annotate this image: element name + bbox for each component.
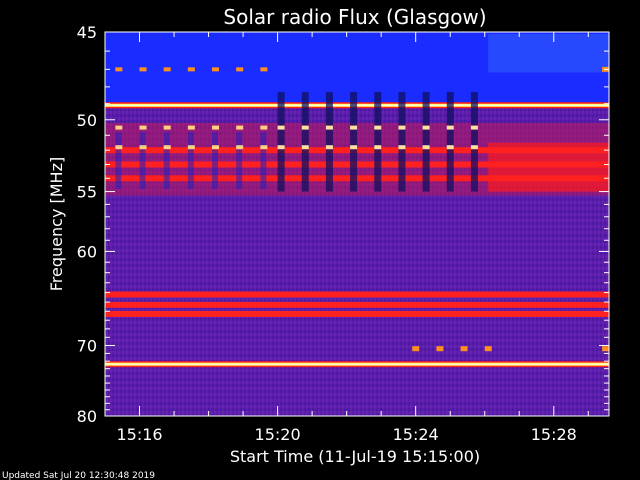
marker-mid-5-1 [398,145,406,150]
marker-early-2-2 [163,145,171,150]
marker-mid-8-1 [470,145,478,150]
y-tick-label-4: 70 [77,336,97,355]
band-peak-7 [105,363,609,365]
plot-area [105,32,610,416]
pulse-dark-8 [470,91,478,192]
marker-mid-7-1 [446,145,454,150]
marker-early-3-0 [187,67,195,72]
pulse-dark-2 [325,91,333,192]
marker-mid-2-1 [325,145,333,150]
band-5 [105,301,609,308]
updated-timestamp: Updated Sat Jul 20 12:30:48 2019 [2,471,155,480]
marker-mid-7-0 [446,125,454,130]
pulse-blue-1 [139,132,146,189]
marker-early-3-2 [187,145,195,150]
marker-mid-6-0 [422,125,430,130]
marker-early-4-1 [212,125,220,130]
interference-region-highlight [488,34,609,73]
y-tick-label-3: 60 [77,242,97,261]
y-tick-label-5: 80 [77,407,97,426]
y-axis: 45 50 55 60 70 80 [77,23,609,426]
marker-early-5-2 [236,145,244,150]
marker-mid-4-1 [374,145,382,150]
pulse-blue-5 [236,132,243,189]
x-tick-label-0: 15:16 [116,425,162,444]
pulse-dark-5 [398,91,406,192]
x-tick-label-1: 15:20 [255,425,301,444]
marker-early-4-0 [212,67,220,72]
chart-title: Solar radio Flux (Glasgow) [223,5,486,29]
marker-early-6-2 [260,145,268,150]
plot-frame [104,31,610,417]
marker-early-2-0 [163,67,171,72]
pulse-blue-6 [260,132,267,189]
pulse-dark-7 [446,91,454,192]
marker-early-0-0 [115,67,123,72]
y-tick-label-2: 55 [77,183,97,202]
marker-early-6-0 [260,67,268,72]
marker-early-1-2 [139,145,147,150]
y-axis-label: Frequency [MHz] [47,157,66,291]
marker-mid-0-0 [277,125,285,130]
marker-mid-3-0 [350,125,358,130]
marker-late-3 [484,346,492,352]
marker-early-4-2 [212,145,220,150]
marker-mid-1-0 [301,125,309,130]
marker-mid-4-0 [374,125,382,130]
marker-early-1-1 [139,125,147,130]
marker-mid-3-1 [350,145,358,150]
marker-early-1-0 [139,67,147,72]
x-axis-label: Start Time (11-Jul-19 15:15:00) [230,447,480,466]
pulse-dark-1 [301,91,309,192]
x-tick-label-2: 15:24 [393,425,439,444]
marker-late-1 [436,346,444,352]
pulse-dark-3 [350,91,358,192]
marker-early-0-1 [115,125,123,130]
y-tick-label-1: 50 [77,111,97,130]
pulse-dark-0 [277,91,285,192]
marker-late-2 [460,346,468,352]
band-4 [105,291,609,298]
marker-mid-2-0 [325,125,333,130]
x-tick-label-3: 15:28 [531,425,577,444]
marker-mid-8-0 [470,125,478,130]
marker-end [602,346,610,352]
band-6 [105,310,609,317]
marker-mid-1-1 [301,145,309,150]
marker-late-0 [412,346,420,352]
marker-early-3-1 [187,125,195,130]
pulse-dark-6 [422,91,430,192]
marker-early-6-1 [260,125,268,130]
pulse-blue-3 [187,132,194,189]
marker-mid-6-1 [422,145,430,150]
marker-mid-5-0 [398,125,406,130]
marker-early-0-2 [115,145,123,150]
marker-mid-0-1 [277,145,285,150]
y-tick-label-0: 45 [77,23,97,42]
marker-early-5-1 [236,125,244,130]
pulse-blue-4 [212,132,219,189]
marker-early-2-1 [163,125,171,130]
pulse-dark-4 [374,91,382,192]
marker-early-5-0 [236,67,244,72]
pulse-blue-0 [115,132,122,189]
x-axis: 15:16 15:20 15:24 15:28 [104,32,589,444]
pulse-blue-2 [163,132,170,189]
